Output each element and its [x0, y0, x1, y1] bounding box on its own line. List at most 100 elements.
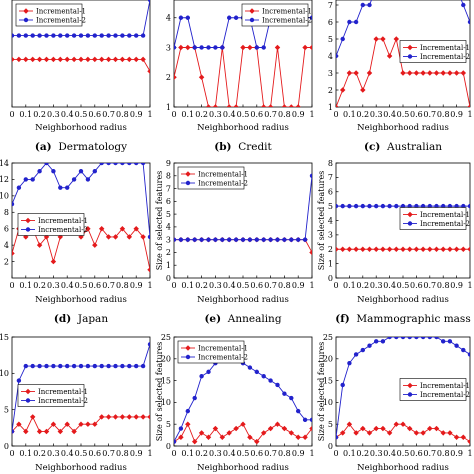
panel-3-series-1-point-1: [339, 87, 346, 93]
panel-4-ytick-label-4: 10: [0, 192, 9, 201]
panel-6-series-2-point-2: [347, 203, 352, 209]
panel-7-legend-label-1: Incremental-1: [38, 388, 88, 396]
panel-5-xtick-label-4: 0.4: [223, 281, 236, 290]
panel-8-series-2-point-14: [268, 378, 273, 383]
panel-6-ytick-label-4: 4: [328, 216, 333, 225]
panel-7-series-1-point-2: [23, 428, 29, 435]
panel-7-series-2-point-19: [140, 363, 146, 369]
panel-2-xtick-label-9: 0.9: [292, 110, 305, 119]
panel-3-series-2-point-2: [347, 19, 352, 25]
panel-7-series-2-point-20: [147, 342, 150, 347]
panel-3-ytick-label-4: 5: [328, 35, 333, 44]
panel-6-series-1-point-16: [440, 246, 446, 252]
panel-1-series-1-point-10: [78, 56, 84, 63]
panel-7-series-2-point-7: [58, 363, 63, 369]
panel-4-series-2-point-14: [106, 163, 111, 166]
panel-6-xtick-label-10: 1: [467, 281, 472, 290]
panel-2-series-2-point-7: [220, 45, 225, 50]
panel-3-legend-label-2: Incremental-2: [420, 53, 470, 61]
panel-3-xtick-label-0: 0: [333, 110, 338, 119]
panel-7-series-2-point-18: [134, 363, 139, 369]
panel-4-series-2-point-16: [120, 163, 125, 166]
panel-2-series-1-point-9: [233, 104, 239, 107]
panel-1-series-1-point-17: [126, 56, 133, 63]
panel-3-xtick-label-9: 0.9: [450, 110, 463, 119]
panel-1-series-2-point-6: [51, 33, 56, 38]
panel-1-series-2-point-3: [30, 33, 35, 38]
panel-4-xtick-label-7: 0.7: [102, 281, 115, 290]
panel-8-plot-area: [174, 352, 312, 445]
panel-8-ytick-label-4: 20: [161, 355, 171, 364]
panel-9-series-2-point-17: [447, 339, 453, 344]
panel-8-series-2-point-11: [247, 365, 253, 370]
panel-3-xtick-label-6: 0.6: [410, 110, 423, 119]
panel-7-series-2-point-11: [85, 363, 91, 369]
panel-2-series-1-point-10: [240, 44, 246, 51]
panel-1-series-2-point-8: [64, 33, 70, 38]
panel-9-ytick-label-5: 25: [323, 333, 333, 342]
panel-6-xtick-label-0: 0: [333, 281, 338, 290]
panel-9: 0 0.1 0.2 0.3 0.4 0.5 0.6 0.7 0.8 0.9 10510152025N…: [317, 333, 473, 473]
panel-6-caption-text: Mammographic mass: [350, 313, 471, 325]
panel-1-series-1-point-12: [92, 56, 98, 63]
panel-4-caption-letter: (d): [54, 313, 71, 325]
panel-2-series-1-point-15: [274, 44, 281, 51]
panel-7-series-1-point-7: [57, 428, 64, 435]
panel-5-legend-label-2: Incremental-2: [198, 180, 248, 188]
panel-2-ytick-label-3: 4: [166, 14, 171, 23]
panel-2-xtick-label-4: 0.4: [223, 110, 236, 119]
panel-8-xtick-label-7: 0.7: [264, 449, 277, 458]
panel-4-series-1-point-2: [23, 234, 29, 240]
panel-8-series-2-point-1: [178, 426, 184, 431]
panel-9-series-1-point-20: [467, 438, 470, 445]
panel-4-xtick-label-6: 0.6: [88, 281, 101, 290]
panel-4: 0 0.1 0.2 0.3 0.4 0.5 0.6 0.7 0.8 0.9 12468101214N…: [0, 159, 153, 325]
panel-4-series-2-point-1: [16, 185, 22, 190]
panel-2-legend-label-2: Incremental-2: [262, 17, 312, 25]
panel-9-series-2-point-11: [407, 337, 412, 340]
panel-9-series-1-point-14: [427, 425, 433, 432]
panel-7-xtick-label-2: 0.2: [33, 449, 46, 458]
panel-6-series-1-point-10: [400, 246, 406, 252]
panel-3-series-1-point-0: [336, 104, 339, 107]
panel-2-legend-box: [241, 3, 309, 27]
panel-4-legend-2-point-marker: [25, 227, 31, 232]
panel-1-plot-area: [12, 0, 150, 75]
panel-4-series-1-point-16: [119, 225, 126, 232]
panel-1-xtick-label-2: 0.2: [33, 110, 46, 119]
panel-1-series-2-point-0: [12, 33, 15, 38]
panel-8-legend-label-1: Incremental-1: [198, 345, 248, 353]
panel-8-series-1-point-9: [233, 425, 239, 432]
panel-9-series-2-point-20: [467, 352, 470, 357]
panel-8-series-2-point-5: [206, 369, 211, 375]
panel-1-series-2-point-10: [78, 33, 84, 38]
panel-9-series-2-point-12: [414, 337, 419, 340]
panel-3-series-1-point-16: [440, 70, 446, 76]
panel-5-xtick-label-6: 0.6: [250, 281, 263, 290]
panel-7-xtick-label-3: 0.3: [47, 449, 60, 458]
panel-4-series-1-point-20: [147, 267, 150, 273]
panel-7-series-1-point-13: [98, 414, 105, 420]
panel-3-series-1-point-20: [467, 104, 470, 107]
panel-7-series-1-point-11: [85, 421, 91, 427]
panel-8-series-2-point-13: [261, 374, 266, 379]
panel-1-legend-2-point-marker: [23, 17, 29, 23]
panel-6: 0 0.1 0.2 0.3 0.4 0.5 0.6 0.7 0.8 0.9 1 0 1 2 3 4 5 6 7 8 Ne…: [317, 159, 473, 325]
panel-6-legend-label-2: Incremental-2: [420, 220, 470, 228]
panel-6-xlabel: Neighborhood radius: [357, 295, 449, 305]
panel-6-series-2-point-1: [340, 203, 345, 209]
panel-8-legend-1-point-marker: [185, 345, 191, 351]
panel-4-caption: (d) Japan: [54, 313, 108, 325]
panel-3-series-1-point-8: [386, 53, 393, 59]
panel-2-xtick-label-7: 0.7: [264, 110, 277, 119]
panel-9-series-1-point-16: [440, 430, 446, 436]
panel-4-series-2-point-11: [85, 177, 91, 182]
panel-1-xlabel: Neighborhood radius: [35, 123, 127, 133]
panel-4-series-2-point-13: [99, 163, 104, 166]
panel-9-plot-area: [336, 337, 470, 445]
panel-2-ytick-label-2: 3: [166, 43, 171, 52]
panel-4-series-2-point-9: [71, 177, 77, 182]
panel-3-caption-letter: (c): [364, 141, 380, 153]
